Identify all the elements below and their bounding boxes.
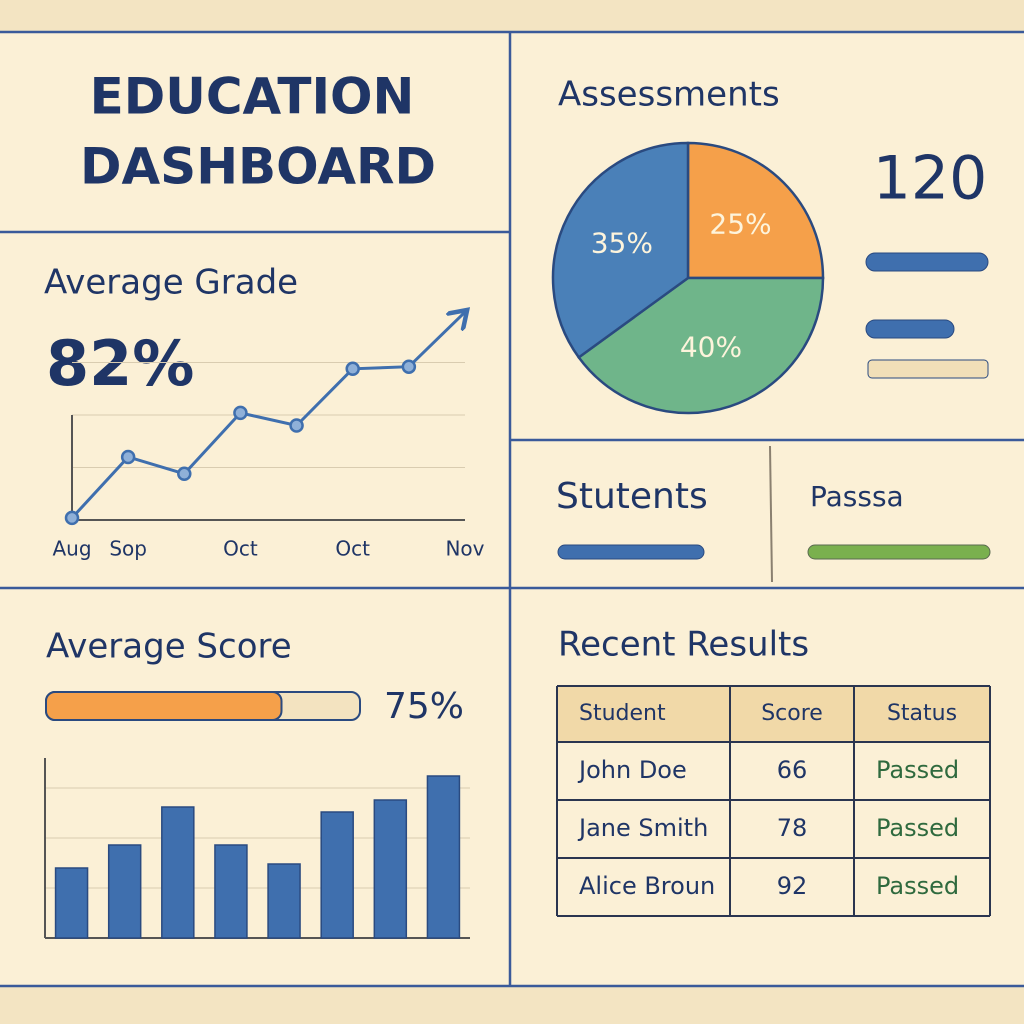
point [289,418,304,433]
bar [373,799,408,939]
slice-label: 40% [680,331,742,364]
pie-slice [577,276,825,415]
card-title: Passsa [810,480,904,513]
progress-fill [45,691,283,721]
x-tick-label: Sop [109,537,147,561]
table-cell: 78 [777,814,808,842]
title: DASHBOARD [80,138,436,196]
bar [426,775,461,939]
line [70,312,465,519]
table-cell: Passed [876,872,959,900]
panel-borders [0,30,1024,988]
pie-slice [551,141,690,360]
bar [107,844,142,939]
point [177,466,192,482]
placeholder-bar [865,252,989,272]
card-title: Recent Results [558,625,809,665]
x-tick-label: Oct [335,537,370,561]
point [120,449,136,465]
card-title: Stutents [556,476,708,517]
kpi-value: 120 [873,144,988,214]
placeholder-bar [557,544,705,560]
point [64,510,80,526]
bar [161,806,195,939]
slice-label: 35% [591,226,653,259]
point [345,361,360,377]
column-header: Student [579,701,666,726]
placeholder-bar [867,359,989,379]
title: EDUCATION [90,68,415,126]
point [401,359,417,374]
column-header: Score [761,701,823,726]
table-cell: Jane Smith [577,814,708,842]
placeholder-bar [865,319,955,339]
x-tick-label: Nov [445,537,484,561]
table-cell: 66 [777,756,808,784]
bar [54,867,89,939]
table-cell: Passed [876,756,959,784]
table-cell: Passed [876,814,959,842]
card-title: Average Score [46,627,292,667]
divider [769,445,773,583]
table-cell: 92 [777,872,808,900]
table-cell: Alice Broun [579,872,715,900]
bar [214,844,248,939]
bar [267,863,301,939]
table-cell: John Doe [577,756,687,784]
placeholder-bar [807,544,991,560]
table-header [557,686,990,742]
column-header: Status [887,701,957,726]
slice-label: 25% [709,207,771,240]
bar [320,811,354,939]
x-tick-label: Aug [52,537,91,561]
point [233,405,248,421]
pie-slice [686,141,825,280]
card-title: Average Grade [44,263,298,303]
progress-label: 75% [384,686,464,727]
x-tick-label: Oct [223,537,258,561]
card-title: Assessments [558,75,780,115]
kpi-value: 82% [46,327,194,400]
